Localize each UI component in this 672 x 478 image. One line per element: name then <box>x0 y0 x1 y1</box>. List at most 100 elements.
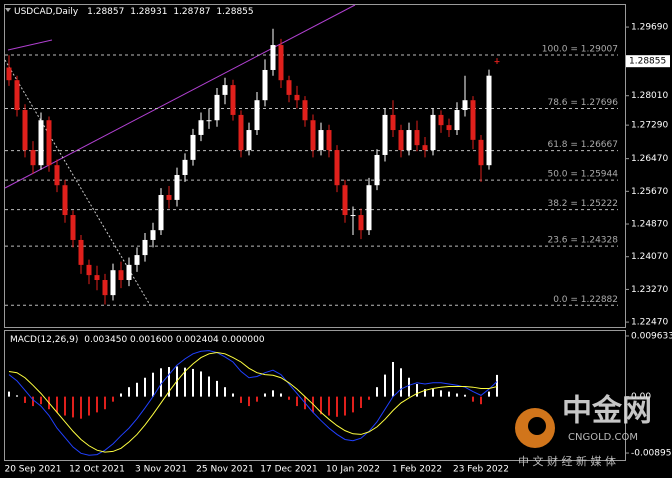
histogram-bar <box>288 396 290 400</box>
histogram-bar <box>496 374 498 397</box>
histogram-bar <box>272 390 274 397</box>
candle-body <box>454 110 460 131</box>
histogram-bar <box>184 367 186 397</box>
candle-body <box>310 120 316 151</box>
histogram-bar <box>88 396 90 416</box>
price-header: USDCAD,Daily 1.28857 1.28931 1.28787 1.2… <box>14 7 254 17</box>
candle-body <box>486 75 492 166</box>
x-tick-label: 10 Jan 2022 <box>326 465 380 475</box>
candle-body <box>182 159 188 175</box>
histogram-bar <box>72 396 74 418</box>
logo-inner <box>528 417 546 435</box>
histogram-bar <box>336 396 338 417</box>
fib-label: 61.8 = 1.26667 <box>547 140 618 150</box>
header-high: 1.28931 <box>130 7 167 17</box>
candle-body <box>390 114 396 131</box>
candle-body <box>166 195 172 200</box>
fib-label: 78.6 = 1.27696 <box>547 98 618 108</box>
candle-body <box>142 239 148 256</box>
macd-panel <box>4 330 626 461</box>
candle-body <box>190 134 196 160</box>
histogram-bar <box>112 396 114 402</box>
candle-body <box>118 270 124 281</box>
candle-body <box>406 130 412 151</box>
histogram-bar <box>120 393 122 397</box>
candle-body <box>126 264 132 281</box>
candle-body <box>358 215 364 231</box>
candle-body <box>222 85 228 95</box>
y-tick-label: 1.22470 <box>631 318 668 328</box>
candle-body <box>478 139 484 166</box>
y-tick-label: 1.26470 <box>631 154 668 164</box>
candle-body <box>110 270 116 296</box>
candle-body <box>318 130 324 151</box>
header-icon <box>5 8 11 12</box>
histogram-bar <box>400 368 402 397</box>
macd-title: MACD(12,26,9) <box>10 335 78 345</box>
histogram-bar <box>408 377 410 397</box>
candle-body <box>70 215 76 240</box>
header-close: 1.28855 <box>216 7 253 17</box>
histogram-bar <box>440 390 442 397</box>
candle-body <box>254 100 260 131</box>
fib-baseline <box>4 59 151 306</box>
histogram-bar <box>160 368 162 397</box>
candle-body <box>334 150 340 186</box>
price-panel <box>4 4 626 328</box>
candle-body <box>446 125 452 131</box>
x-tick-label: 23 Feb 2022 <box>453 465 509 475</box>
y-tick-label: 1.28010 <box>631 91 668 101</box>
candle-body <box>206 120 212 122</box>
candle-body <box>262 69 268 101</box>
histogram-bar <box>32 396 34 407</box>
candle-body <box>198 120 204 135</box>
candle-body <box>102 280 108 296</box>
histogram-bar <box>232 393 234 397</box>
candle-body <box>270 45 276 70</box>
candle-body <box>430 114 436 151</box>
y-tick-label: 1.29690 <box>631 23 668 33</box>
histogram-bar <box>488 391 490 397</box>
candle-body <box>38 120 44 166</box>
histogram-bar <box>136 382 138 397</box>
candle-body <box>22 110 28 151</box>
x-tick-label: 1 Feb 2022 <box>392 465 442 475</box>
fib-label: 38.2 = 1.25222 <box>547 199 618 209</box>
histogram-bar <box>448 391 450 397</box>
x-tick-label: 3 Nov 2021 <box>135 465 187 475</box>
histogram-bar <box>456 393 458 397</box>
histogram-bar <box>80 396 82 419</box>
candle-body <box>326 130 332 151</box>
candle-body <box>374 154 380 186</box>
candle-body <box>382 114 388 155</box>
symbol: USDCAD,Daily <box>14 7 79 17</box>
histogram-bar <box>224 387 226 397</box>
candle-body <box>246 130 252 151</box>
fib-label: 100.0 = 1.29007 <box>542 44 618 54</box>
candle-body <box>238 114 244 151</box>
y-tick-label: 1.27290 <box>631 121 668 131</box>
histogram-bar <box>200 371 202 397</box>
candle-body <box>398 130 404 151</box>
histogram-bar <box>432 389 434 397</box>
candle-body <box>294 94 300 101</box>
candle-body <box>30 150 36 166</box>
current-price-label: 1.28855 <box>629 57 666 67</box>
watermark-site: CNGOLD.COM <box>568 432 638 443</box>
candle-body <box>350 215 356 217</box>
candle-body <box>342 185 348 216</box>
histogram-bar <box>216 380 218 397</box>
candle-body <box>62 185 68 216</box>
histogram-bar <box>168 367 170 397</box>
y-tick-label: 0.00 <box>631 392 651 402</box>
candle-body <box>158 195 164 231</box>
fib-label: 50.0 = 1.25944 <box>547 170 618 180</box>
histogram-bar <box>264 393 266 397</box>
histogram-bar <box>320 396 322 415</box>
histogram-bar <box>144 377 146 397</box>
histogram-bar <box>128 387 130 397</box>
histogram-bar <box>256 396 258 402</box>
histogram-bar <box>192 368 194 397</box>
candle-body <box>278 45 284 81</box>
